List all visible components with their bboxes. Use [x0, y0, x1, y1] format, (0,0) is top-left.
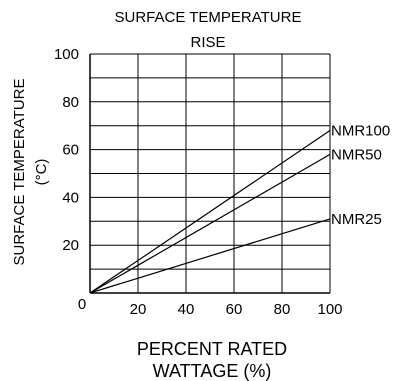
- series-line-nmr25: [89, 218, 331, 294]
- x-tick-label: 80: [274, 301, 291, 318]
- x-tick-label: 20: [130, 301, 147, 318]
- x-axis-label-line-2: WATTAGE (%): [153, 361, 272, 381]
- series-label-nmr25: NMR25: [331, 211, 382, 228]
- series-label-nmr50: NMR50: [331, 146, 382, 163]
- series-labels: NMR100 NMR50 NMR25: [331, 122, 390, 227]
- axes: [89, 54, 330, 294]
- y-tick-label: 100: [54, 46, 79, 63]
- series-line-nmr100: [89, 129, 331, 294]
- y-tick-labels: 20 40 60 80 100: [54, 46, 79, 254]
- chart-title-line-1: SURFACE TEMPERATURE: [115, 9, 302, 26]
- x-tick-labels: 0 20 40 60 80 100: [78, 296, 343, 318]
- series-lines: [89, 129, 331, 294]
- x-tick-label: 0: [78, 296, 86, 313]
- y-tick-label: 20: [62, 237, 79, 254]
- x-axis-label-line-1: PERCENT RATED: [137, 339, 287, 359]
- y-tick-label: 80: [62, 94, 79, 111]
- series-line-nmr50: [89, 153, 331, 294]
- y-axis-label-line-1: SURFACE TEMPERATURE: [11, 79, 28, 266]
- chart-title-line-2: RISE: [190, 34, 225, 51]
- grid: [90, 53, 331, 293]
- y-tick-label: 60: [62, 142, 79, 159]
- y-tick-label: 40: [62, 189, 79, 206]
- y-axis-label-line-2: (°C): [33, 159, 50, 186]
- x-tick-label: 60: [226, 301, 243, 318]
- series-label-nmr100: NMR100: [331, 122, 390, 139]
- x-tick-label: 40: [178, 301, 195, 318]
- x-tick-label: 100: [317, 301, 342, 318]
